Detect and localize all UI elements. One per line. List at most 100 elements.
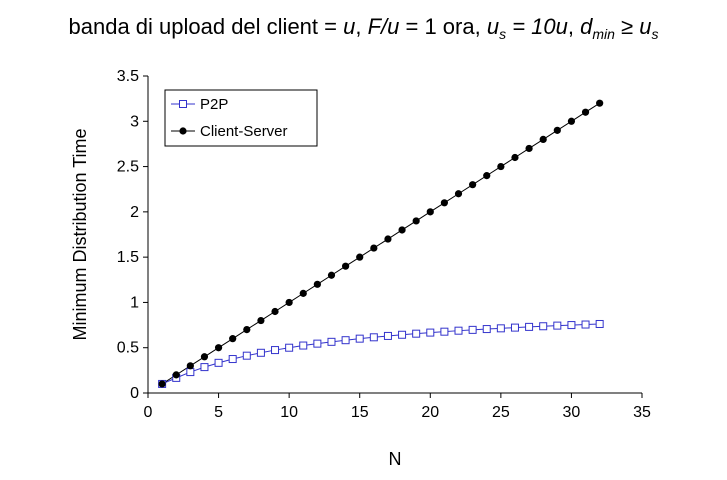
p2p-point — [440, 327, 449, 336]
client-server-point — [553, 126, 561, 134]
client-server-point — [271, 307, 279, 316]
client-server-point — [469, 181, 477, 189]
legend-client-server-marker — [179, 127, 187, 135]
y-tick-label: 3 — [130, 113, 139, 130]
title-u: u — [343, 14, 356, 39]
p2p-point — [200, 363, 209, 372]
y-tick-label: 1 — [130, 294, 139, 311]
title-ratio: F/u — [367, 14, 400, 39]
p2p-point — [327, 337, 336, 346]
p2p-point — [256, 348, 265, 357]
y-tick-label: 1.5 — [117, 249, 139, 266]
title-dmin-sub: min — [592, 26, 615, 42]
x-tick-label: 20 — [421, 404, 439, 421]
client-server-point — [483, 172, 491, 180]
p2p-point — [271, 346, 280, 355]
p2p-point — [313, 339, 322, 348]
client-server-point — [285, 298, 293, 307]
p2p-point — [299, 341, 308, 350]
p2p-point — [525, 322, 534, 331]
title-sep1: , — [355, 14, 368, 39]
axes: 0 0.5 1 1.5 2 2.5 3 3.5 0 5 10 15 20 25 30 35 — [117, 68, 651, 421]
client-server-point — [581, 108, 590, 116]
p2p-point — [539, 322, 548, 331]
p2p-point — [426, 328, 435, 337]
x-tick-label: 30 — [563, 404, 581, 421]
title-us-sub: s — [499, 26, 507, 42]
title-ge: ≥ — [614, 14, 640, 39]
client-server-point — [412, 217, 420, 225]
x-tick-label: 5 — [214, 404, 223, 421]
client-server-point — [186, 362, 194, 370]
x-tick-label: 10 — [280, 404, 298, 421]
p2p-point — [383, 331, 392, 340]
client-server-point — [497, 162, 505, 171]
series-markers — [158, 99, 604, 388]
y-tick-label: 2.5 — [117, 159, 139, 176]
p2p-point — [355, 334, 364, 343]
p2p-point — [369, 333, 378, 342]
p2p-point — [412, 329, 421, 338]
client-server-point — [426, 208, 434, 216]
title-dmin-base: d — [580, 14, 593, 39]
client-server-point — [384, 235, 392, 243]
chart-title: banda di upload del client = u, F/u = 1 … — [0, 14, 727, 42]
client-server-point — [214, 344, 223, 352]
y-tick-label: 3.5 — [117, 68, 139, 85]
p2p-point — [228, 355, 237, 364]
client-server-point — [313, 280, 321, 288]
client-server-point — [243, 326, 251, 334]
title-sep2: , — [567, 14, 581, 39]
p2p-point — [468, 325, 477, 334]
x-tick-label: 0 — [144, 404, 153, 421]
y-tick-label: 0 — [130, 385, 139, 402]
client-server-point — [257, 316, 265, 325]
p2p-point — [510, 323, 519, 332]
legend-box — [164, 89, 318, 147]
client-server-point — [229, 335, 237, 343]
client-server-point — [398, 226, 406, 234]
p2p-point — [242, 351, 251, 360]
x-tick-label: 35 — [633, 404, 651, 421]
p2p-point — [398, 330, 407, 339]
client-server-point — [327, 271, 336, 279]
title-us2-base: u — [639, 14, 652, 39]
title-us-rest: = 10u — [506, 14, 568, 39]
client-server-point — [511, 153, 519, 162]
x-tick-label: 25 — [492, 404, 510, 421]
x-tick-label: 15 — [351, 404, 369, 421]
y-tick-label: 0.5 — [117, 340, 139, 357]
client-server-point — [356, 253, 364, 261]
client-server-point — [342, 262, 350, 270]
client-server-point — [200, 353, 209, 361]
client-server-point — [440, 199, 448, 207]
client-server-point — [525, 144, 533, 153]
client-server-point — [539, 135, 547, 143]
legend: P2P Client-Server — [164, 89, 318, 147]
client-server-point — [172, 371, 180, 379]
p2p-point — [186, 368, 195, 377]
legend-client-server-label: Client-Server — [200, 123, 288, 140]
y-tick-label: 2 — [130, 204, 139, 221]
p2p-point — [341, 336, 350, 345]
p2p-point — [553, 321, 562, 330]
client-server-point — [567, 117, 576, 125]
y-axis-label: Minimum Distribution Time — [70, 128, 90, 340]
client-server-point — [596, 99, 604, 107]
client-server-point — [370, 244, 378, 252]
title-us-base: u — [486, 14, 500, 39]
p2p-point — [567, 321, 576, 330]
p2p-point — [214, 358, 223, 367]
p2p-point — [496, 324, 505, 333]
client-server-point — [299, 289, 307, 297]
p2p-point — [595, 319, 604, 328]
p2p-line — [161, 323, 600, 385]
title-us2-sub: s — [651, 26, 659, 42]
title-eq1: = 1 ora, — [399, 14, 487, 39]
p2p-point — [482, 325, 491, 334]
client-server-point — [158, 380, 166, 388]
p2p-point — [454, 326, 463, 335]
legend-p2p-marker — [179, 100, 187, 108]
p2p-point — [285, 343, 294, 352]
